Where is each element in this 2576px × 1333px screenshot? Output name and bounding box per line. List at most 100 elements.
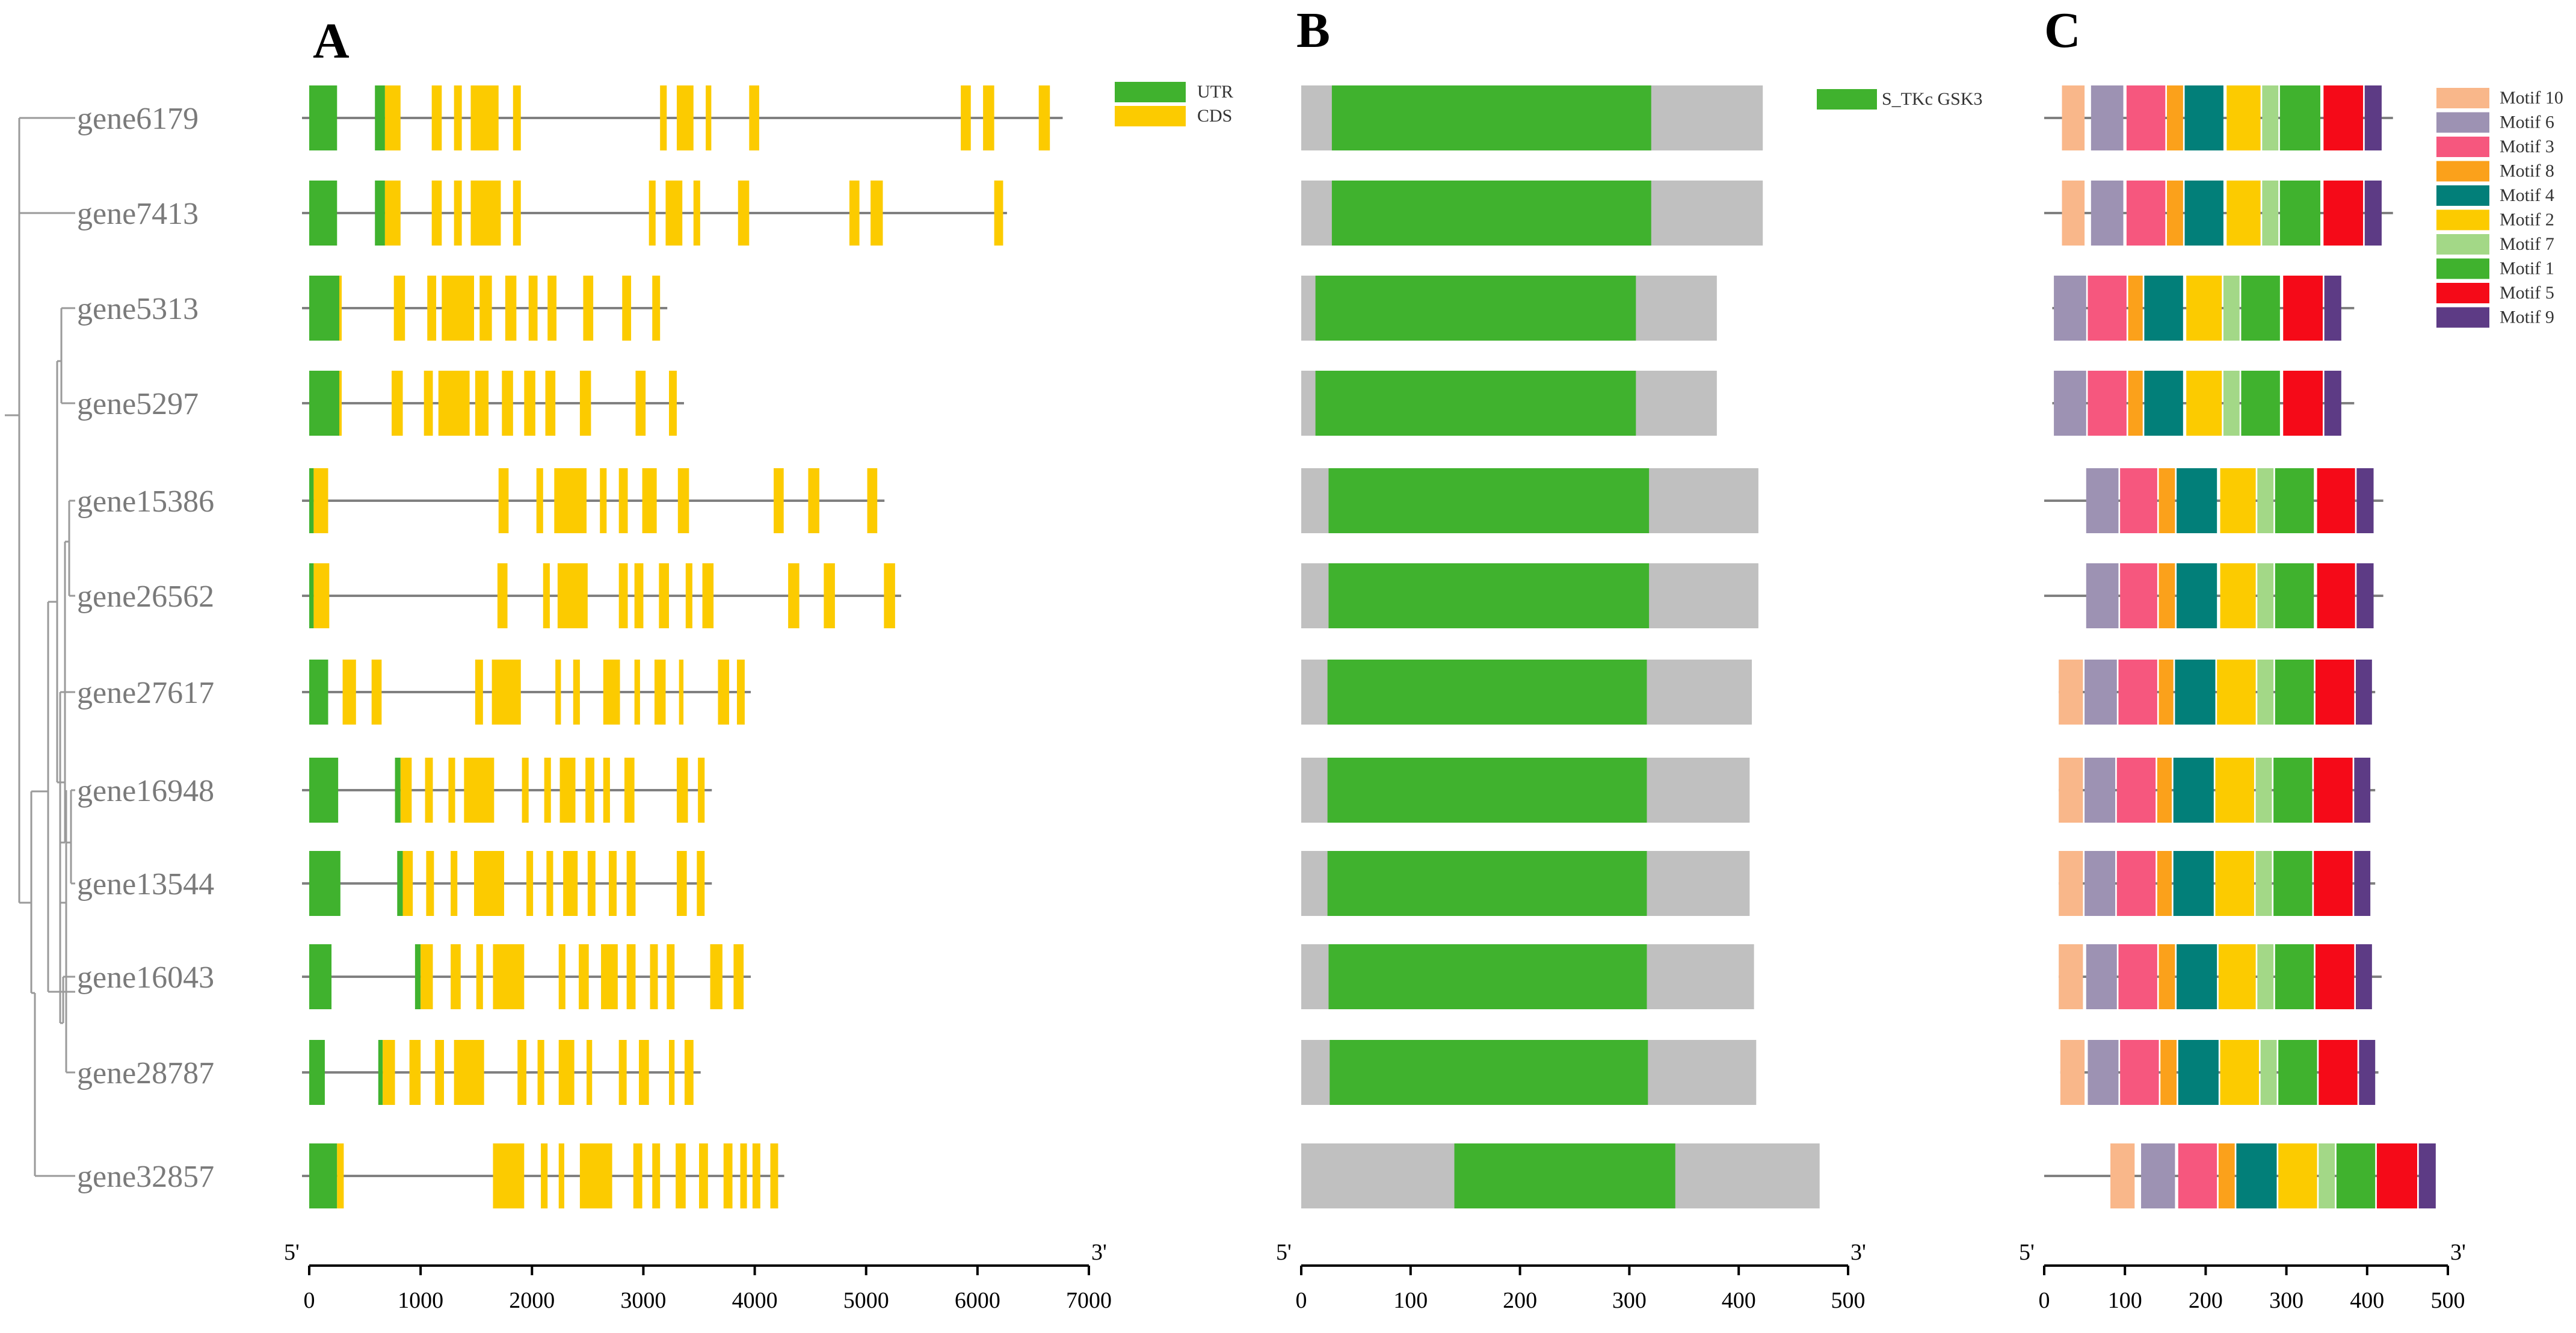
- cds-segment: [884, 563, 895, 628]
- cds-segment: [622, 276, 632, 341]
- cds-segment: [427, 276, 437, 341]
- cds-segment: [524, 371, 535, 436]
- legend-swatch-motif: [2436, 112, 2489, 133]
- motif-9-block: [2324, 276, 2341, 341]
- cds-segment: [424, 371, 433, 436]
- motif-2-block: [2215, 758, 2254, 823]
- cds-segment: [667, 944, 675, 1009]
- axis-a-start-label: 5': [284, 1240, 300, 1265]
- cds-segment: [600, 468, 607, 533]
- motif-9-block: [2354, 851, 2371, 916]
- gene-label: gene27617: [77, 676, 214, 710]
- gene-label: gene26562: [77, 580, 214, 614]
- legend-label-motif: Motif 9: [2500, 308, 2554, 327]
- utr-segment: [395, 758, 401, 823]
- cds-segment: [522, 758, 529, 823]
- cds-segment: [649, 181, 656, 246]
- cds-segment: [431, 85, 442, 150]
- cds-segment: [547, 276, 557, 341]
- cds-segment: [497, 563, 508, 628]
- cds-segment: [479, 276, 492, 341]
- motif-4-block: [2175, 660, 2216, 725]
- legend-label-domain: S_TKc GSK3: [1882, 89, 1983, 109]
- cds-segment: [555, 660, 561, 725]
- cds-segment: [639, 1040, 649, 1105]
- motif-3-block: [2118, 944, 2157, 1009]
- motif-1-block: [2278, 1040, 2317, 1105]
- axis-b-tick-label: 500: [1831, 1288, 1866, 1313]
- domain-s-tkc-gsk3: [1331, 85, 1651, 150]
- cds-segment: [626, 851, 636, 916]
- cds-segment: [409, 1040, 421, 1105]
- cds-segment: [733, 944, 744, 1009]
- motif-4-block: [2177, 468, 2217, 533]
- motif-7-block: [2262, 85, 2279, 150]
- cds-segment: [502, 371, 513, 436]
- legend-swatch-motif: [2436, 88, 2489, 108]
- cds-segment: [634, 660, 640, 725]
- motif-7-block: [2255, 758, 2272, 823]
- motif-7-block: [2257, 563, 2274, 628]
- motif-5-block: [2283, 276, 2323, 341]
- cds-segment: [392, 371, 403, 436]
- cds-segment: [603, 660, 620, 725]
- motif-9-block: [2324, 371, 2341, 436]
- motif-3-block: [2116, 851, 2156, 916]
- motif-7-block: [2319, 1143, 2335, 1208]
- axis-a-tick-label: 6000: [955, 1288, 1000, 1313]
- motif-8-block: [2157, 851, 2172, 916]
- cds-segment: [579, 371, 591, 436]
- cds-segment: [774, 468, 784, 533]
- cds-segment: [505, 276, 517, 341]
- cds-segment: [537, 1040, 544, 1105]
- motif-6-block: [2054, 276, 2086, 341]
- motif-8-block: [2128, 371, 2143, 436]
- motif-6-block: [2088, 1040, 2119, 1105]
- motif-4-block: [2184, 85, 2223, 150]
- cds-segment: [626, 944, 636, 1009]
- motif-1-block: [2275, 563, 2314, 628]
- cds-segment: [558, 1040, 575, 1105]
- cds-segment: [337, 1143, 344, 1208]
- legend-swatch-motif: [2436, 137, 2489, 157]
- motif-7-block: [2223, 276, 2240, 341]
- cds-segment: [624, 758, 635, 823]
- motif-2-block: [2186, 276, 2222, 341]
- panel-label-a: A: [313, 13, 350, 69]
- cds-segment: [1038, 85, 1050, 150]
- cds-segment: [654, 660, 666, 725]
- cds-segment: [824, 563, 835, 628]
- motif-6-block: [2091, 181, 2124, 246]
- motif-7-block: [2257, 468, 2274, 533]
- utr-segment: [414, 944, 421, 1009]
- motif-2-block: [2220, 1040, 2259, 1105]
- legend-swatch-motif: [2436, 234, 2489, 255]
- motif-5-block: [2315, 660, 2355, 725]
- gene-label: gene28787: [77, 1056, 214, 1090]
- utr-segment: [309, 1040, 325, 1105]
- legend-label-motif: Motif 3: [2500, 137, 2554, 156]
- utr-segment: [309, 468, 314, 533]
- cds-segment: [994, 181, 1003, 246]
- motif-10-block: [2059, 851, 2083, 916]
- cds-segment: [752, 1143, 760, 1208]
- motif-8-block: [2157, 758, 2172, 823]
- cds-segment: [736, 660, 745, 725]
- cds-segment: [679, 660, 684, 725]
- motif-6-block: [2086, 944, 2117, 1009]
- cds-segment: [491, 660, 521, 725]
- motif-1-block: [2275, 944, 2314, 1009]
- cds-segment: [706, 85, 712, 150]
- utr-segment: [309, 851, 340, 916]
- motif-5-block: [2314, 851, 2353, 916]
- panel-label-b: B: [1296, 2, 1330, 58]
- cds-segment: [698, 758, 705, 823]
- motif-9-block: [2418, 1143, 2436, 1208]
- cds-segment: [528, 276, 538, 341]
- cds-segment: [618, 563, 628, 628]
- motif-2-block: [2218, 944, 2256, 1009]
- utr-segment: [397, 851, 403, 916]
- motif-5-block: [2319, 1040, 2358, 1105]
